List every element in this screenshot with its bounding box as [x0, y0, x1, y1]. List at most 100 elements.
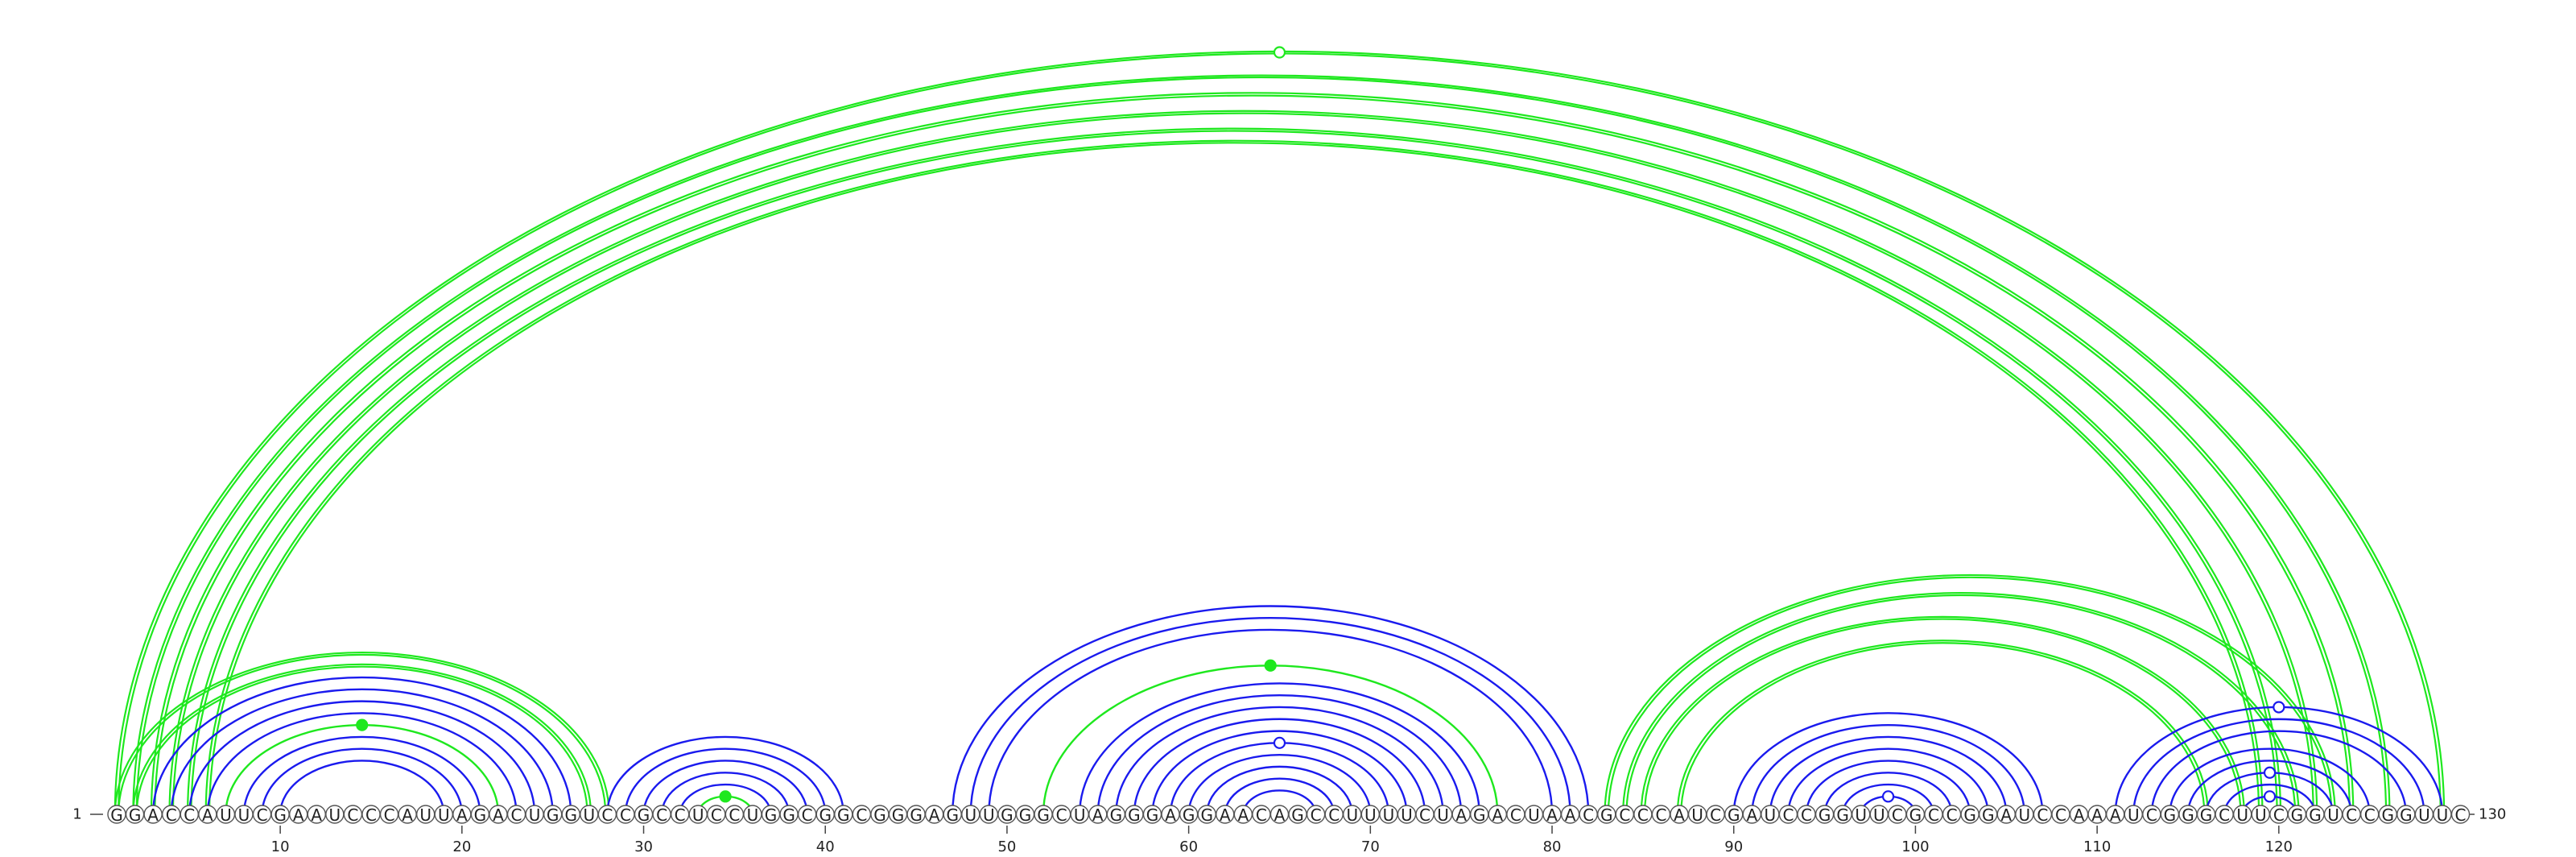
nucleotide: G: [779, 805, 799, 825]
tick-label: 60: [1179, 838, 1198, 855]
nucleotide-letter: A: [2000, 805, 2012, 825]
pair-marker-116-123: [2263, 766, 2277, 779]
nucleotide-letter: G: [1963, 805, 1976, 825]
nucleotide-circle: [2450, 805, 2471, 824]
nucleotide-letter: C: [802, 805, 813, 825]
nucleotide-letter: U: [238, 805, 250, 825]
nucleotide-letter: A: [1455, 805, 1467, 825]
nucleotide-letter: G: [2309, 805, 2322, 825]
nucleotide: G: [270, 805, 290, 825]
nucleotide: G: [943, 805, 962, 825]
pair-arc-47-82: [952, 605, 1590, 815]
nucleotide-letter: C: [257, 805, 268, 825]
nucleotide: G: [561, 805, 580, 825]
pair-arc-10-19: [279, 760, 445, 815]
nucleotide-letter: G: [765, 805, 778, 825]
nucleotide-letter: G: [892, 805, 905, 825]
pair-marker-118-121: [2263, 790, 2277, 803]
pair-arc-96-101: [1841, 783, 1935, 815]
nucleotide: U: [1397, 805, 1417, 825]
nucleotide: A: [2105, 805, 2125, 825]
end-label: 130: [2479, 806, 2506, 823]
nucleotide-letter: G: [1037, 805, 1050, 825]
nucleotide: A: [489, 805, 508, 825]
nucleotide: G: [906, 805, 926, 825]
nucleotide-letter: U: [1383, 805, 1395, 825]
pair-arc-4-122: [171, 112, 2314, 815]
pair-marker-33-36: [719, 790, 732, 803]
nucleotide-letter: A: [1237, 805, 1249, 825]
pair-arc-48-81: [969, 616, 1571, 815]
pair-arc-6-23: [206, 712, 518, 815]
nucleotide: C: [2142, 805, 2161, 825]
nucleotide-letter: G: [474, 805, 487, 825]
pair-arc-6-119: [209, 143, 2259, 814]
nucleotide: U: [961, 805, 980, 825]
nucleotide: U: [1761, 805, 1780, 825]
pair-arc-1-129: [114, 50, 2446, 815]
nucleotide: C: [1506, 805, 1525, 825]
nucleotide: A: [398, 805, 417, 825]
nucleotide: G: [1597, 805, 1616, 825]
nucleotide-letter: C: [1256, 805, 1267, 825]
nucleotide: A: [1451, 805, 1471, 825]
nucleotide: C: [162, 805, 181, 825]
nucleotide: G: [1833, 805, 1852, 825]
nucleotide-letter: G: [1600, 805, 1613, 825]
nucleotide-letter: A: [2074, 805, 2085, 825]
nucleotide-letter: G: [2291, 805, 2304, 825]
nucleotide: C: [2051, 805, 2070, 825]
nucleotide: C: [1651, 805, 1671, 825]
nucleotide-letter: G: [819, 805, 832, 825]
pair-arc-113-127: [2150, 730, 2408, 815]
pair-marker-52-77: [1264, 659, 1277, 672]
nucleotide: G: [1905, 805, 1926, 825]
nucleotide: G: [1197, 805, 1216, 825]
nucleotide-letter: G: [638, 805, 650, 825]
nucleotide-letter: A: [1092, 805, 1104, 825]
nucleotide-letter: A: [293, 805, 304, 825]
pair-arc-28-41: [606, 735, 844, 815]
nucleotide-letter: U: [1873, 805, 1885, 825]
nucleotide: U: [1869, 805, 1889, 825]
nucleotide: A: [1488, 805, 1508, 825]
tick-label: 80: [1543, 838, 1562, 855]
nucleotide-letter: C: [1801, 805, 1812, 825]
nucleotide: G: [870, 805, 890, 825]
pair-arc-83-123: [1604, 573, 2336, 815]
nucleotide-letter: C: [2273, 805, 2285, 825]
nucleotide: U: [1687, 805, 1707, 825]
nucleotide-letter: U: [2236, 805, 2248, 825]
nucleotide: A: [1742, 805, 1762, 825]
nucleotide-letter: U: [329, 805, 341, 825]
nucleotide: G: [2178, 805, 2198, 825]
nucleotide: A: [1542, 805, 1562, 825]
nucleotide: G: [2287, 805, 2307, 825]
nucleotide: C: [1579, 805, 1598, 825]
pair-arc-62-68: [1224, 777, 1335, 815]
pair-arc-114-125: [2169, 747, 2371, 815]
nucleotide-letter: U: [1346, 805, 1358, 825]
nucleotide-letter: A: [202, 805, 213, 825]
nucleotide: A: [1996, 805, 2016, 825]
nucleotide-letter: C: [1655, 805, 1666, 825]
nucleotide: A: [452, 805, 472, 825]
nucleotide-letter: C: [365, 805, 377, 825]
nucleotide-letter: A: [147, 805, 159, 825]
nucleotide-letter: U: [2019, 805, 2031, 825]
nucleotide-letter: U: [2327, 805, 2339, 825]
tick-label: 40: [816, 838, 835, 855]
pair-arc-5-120: [190, 130, 2278, 815]
nucleotide-letter: G: [1473, 805, 1486, 825]
nucleotide-letter: U: [438, 805, 450, 825]
nucleotide-letter: U: [2437, 805, 2449, 825]
nucleotide: G: [634, 805, 654, 825]
nucleotide: C: [1615, 805, 1635, 825]
nucleotide: C: [1888, 805, 1907, 825]
nucleotide-letter: C: [384, 805, 395, 825]
pair-arc-31-38: [660, 772, 791, 815]
nucleotide-letter: U: [2418, 805, 2430, 825]
nucleotide: G: [1106, 805, 1126, 825]
